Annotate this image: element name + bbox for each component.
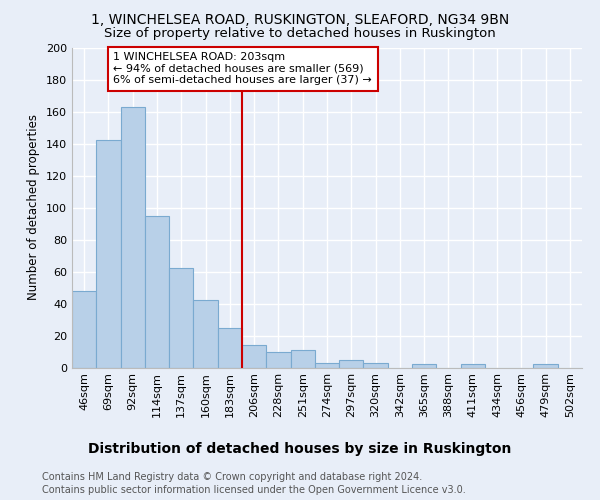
Bar [461, 364, 485, 368]
Bar [266, 352, 290, 368]
Bar [121, 106, 145, 368]
Bar [145, 216, 169, 368]
Bar [169, 268, 193, 368]
Bar [218, 328, 242, 368]
Bar [339, 360, 364, 368]
Bar [364, 362, 388, 368]
Y-axis label: Number of detached properties: Number of detached properties [28, 114, 40, 300]
Text: Distribution of detached houses by size in Ruskington: Distribution of detached houses by size … [88, 442, 512, 456]
Bar [96, 140, 121, 368]
Bar [242, 345, 266, 368]
Text: Contains HM Land Registry data © Crown copyright and database right 2024.: Contains HM Land Registry data © Crown c… [42, 472, 422, 482]
Bar [193, 300, 218, 368]
Text: 1 WINCHELSEA ROAD: 203sqm
← 94% of detached houses are smaller (569)
6% of semi-: 1 WINCHELSEA ROAD: 203sqm ← 94% of detac… [113, 52, 372, 86]
Text: Size of property relative to detached houses in Ruskington: Size of property relative to detached ho… [104, 28, 496, 40]
Bar [72, 290, 96, 368]
Text: Contains public sector information licensed under the Open Government Licence v3: Contains public sector information licen… [42, 485, 466, 495]
Bar [315, 362, 339, 368]
Bar [533, 364, 558, 368]
Bar [290, 350, 315, 368]
Bar [412, 364, 436, 368]
Text: 1, WINCHELSEA ROAD, RUSKINGTON, SLEAFORD, NG34 9BN: 1, WINCHELSEA ROAD, RUSKINGTON, SLEAFORD… [91, 12, 509, 26]
